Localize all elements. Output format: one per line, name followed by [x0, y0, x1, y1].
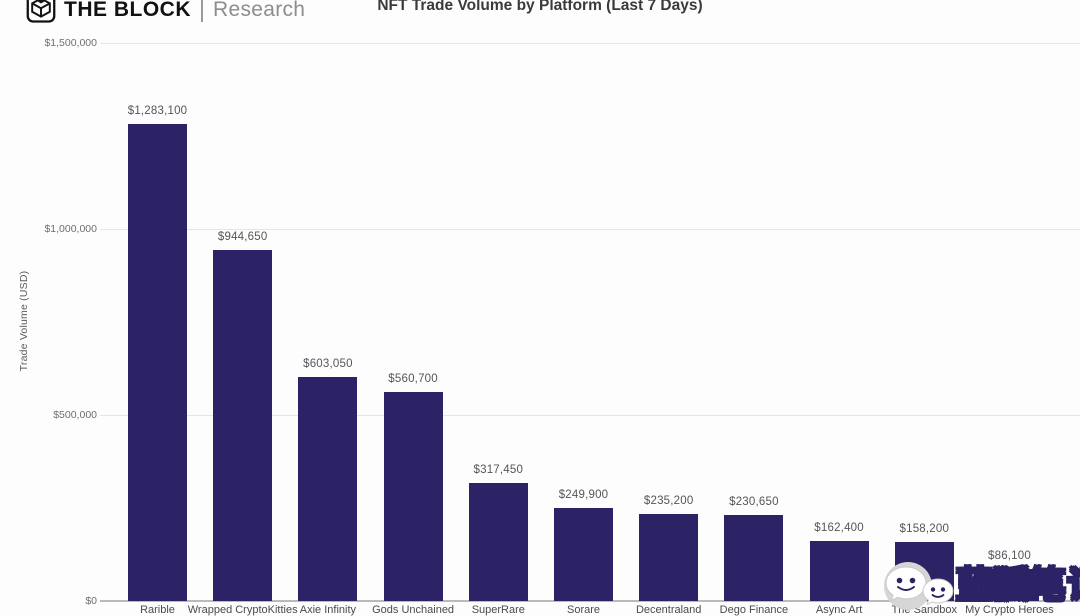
bar-value-label: $230,650 — [729, 496, 779, 509]
gridline — [100, 415, 1080, 416]
bar-value-label: $603,050 — [303, 357, 353, 370]
y-tick-label: $1,000,000 — [44, 223, 97, 235]
bar — [468, 482, 528, 601]
the-block-logo: THE BLOCK Research — [26, 0, 305, 25]
y-tick-label: $0 — [85, 595, 97, 607]
y-axis-title: Trade Volume (USD) — [18, 270, 30, 372]
brand-divider — [201, 0, 203, 22]
bar — [383, 392, 443, 601]
brand-name: THE BLOCK — [64, 0, 191, 21]
lanhu-notes-watermark: 蓝狐笔记 — [880, 560, 1080, 610]
bar — [639, 513, 699, 601]
chart-title: NFT Trade Volume by Platform (Last 7 Day… — [377, 0, 703, 14]
bar — [554, 508, 613, 601]
y-tick-label: $500,000 — [53, 409, 97, 421]
block-cube-icon — [26, 0, 56, 23]
bar — [980, 568, 1039, 601]
y-tick-label: $1,500,000 — [44, 37, 97, 49]
bar-value-label: $235,200 — [643, 494, 694, 507]
bar-value-label: $317,450 — [473, 463, 524, 476]
bar — [298, 376, 358, 601]
bar-value-label: $162,400 — [814, 521, 864, 534]
bar-value-label: $86,100 — [988, 549, 1031, 562]
bar-value-label: $1,283,100 — [127, 104, 188, 117]
bar-value-label: $158,200 — [899, 523, 950, 536]
bar-value-label: $249,900 — [558, 489, 609, 502]
wechat-icon — [884, 562, 954, 610]
brand-sub-research: Research — [213, 0, 306, 21]
watermark-text: 蓝狐笔记 — [955, 563, 1080, 607]
gridline — [100, 229, 1080, 230]
bar — [724, 515, 784, 601]
gridline — [100, 43, 1080, 44]
bar — [809, 540, 869, 601]
bar-value-label: $944,650 — [217, 230, 268, 243]
gridline — [100, 600, 1080, 602]
bar-value-label: $560,700 — [388, 373, 438, 386]
bar — [128, 123, 187, 601]
bar — [213, 249, 273, 601]
